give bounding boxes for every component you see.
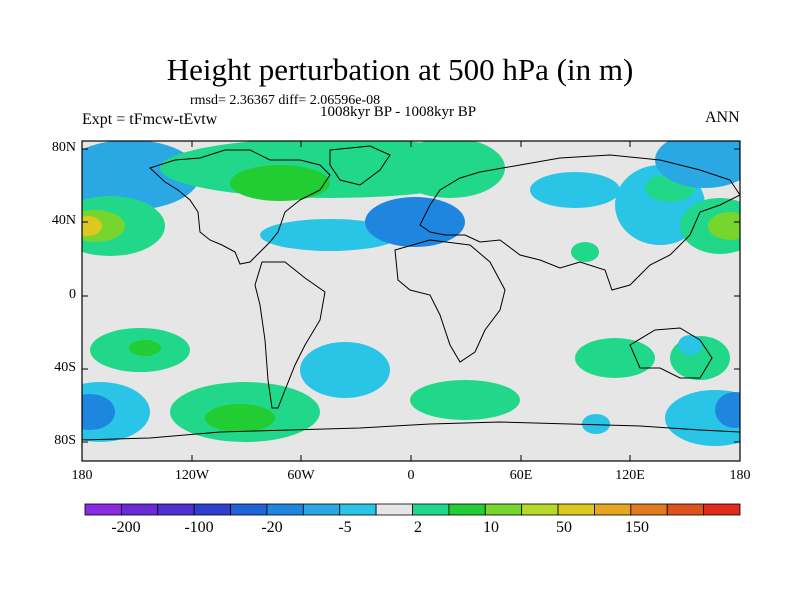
stats-line: rmsd= 2.36367 diff= 2.06596e-08 xyxy=(190,93,381,108)
lat-label-0: 0 xyxy=(69,287,76,302)
lat-label-40n: 40N xyxy=(51,213,76,228)
colorbar-label: 10 xyxy=(483,519,499,536)
colorbar-label: -20 xyxy=(261,519,283,536)
colorbar-swatch xyxy=(339,503,377,516)
colorbar-swatch xyxy=(230,503,268,516)
colorbar-swatch xyxy=(448,503,486,516)
colorbar-swatch xyxy=(302,503,341,516)
colorbar-swatch xyxy=(193,503,231,516)
colorbar-label: -100 xyxy=(184,519,214,536)
colorbar-swatch xyxy=(120,503,159,516)
blue-region xyxy=(82,394,115,430)
colorbar-label: -200 xyxy=(111,519,141,536)
lon-ticks xyxy=(191,141,631,461)
colorbar-label: 2 xyxy=(414,519,422,536)
colorbar-swatch xyxy=(484,503,523,516)
colorbar-swatch xyxy=(666,503,705,516)
lat-label-80n: 80N xyxy=(51,140,76,155)
colorbar-label: 50 xyxy=(556,519,572,536)
green-region xyxy=(205,404,275,432)
lon-label-120w: 120W xyxy=(174,468,210,483)
cyan-region xyxy=(582,414,610,434)
colorbar xyxy=(84,503,741,516)
lat-ticks xyxy=(82,148,740,443)
colorbar-swatch xyxy=(557,503,595,516)
lon-label-60w: 60W xyxy=(287,468,315,483)
season-label: ANN xyxy=(705,109,740,126)
lon-label-0: 0 xyxy=(407,468,415,483)
colorbar-label: -5 xyxy=(338,519,352,536)
green-region xyxy=(395,141,505,198)
colorbar-swatch xyxy=(703,503,741,516)
cyan-region xyxy=(300,342,390,398)
lon-label-60e: 60E xyxy=(509,468,533,483)
colorbar-label: 150 xyxy=(625,519,649,536)
yellow-region xyxy=(82,216,102,236)
green-region xyxy=(575,338,655,378)
lat-label-80s: 80S xyxy=(54,433,76,448)
lon-label-180w: 180 xyxy=(71,468,93,483)
colorbar-swatch xyxy=(84,503,122,516)
blue-region xyxy=(715,392,740,428)
green-region xyxy=(129,340,161,356)
lon-label-180e: 180 xyxy=(729,468,751,483)
coastlines xyxy=(82,145,740,441)
lon-label-120e: 120E xyxy=(615,468,645,483)
cyan-region xyxy=(678,335,702,355)
cyan-region xyxy=(665,390,740,446)
lat-label-40s: 40S xyxy=(54,360,76,375)
colorbar-swatch xyxy=(375,503,413,516)
green-region xyxy=(571,242,599,262)
cyan-region xyxy=(260,219,400,251)
cyan-region xyxy=(530,172,620,208)
period-label: 1008kyr BP - 1008kyr BP xyxy=(320,104,477,120)
blue-region xyxy=(365,197,465,247)
colorbar-swatch xyxy=(594,503,632,516)
colorbar-swatch xyxy=(412,503,450,516)
colorbar-swatch xyxy=(157,503,195,516)
map-area xyxy=(82,141,740,461)
colorbar-swatch xyxy=(266,503,304,516)
yellow-green-region xyxy=(708,212,740,240)
chart-title: Height perturbation at 500 hPa (in m) xyxy=(166,52,634,87)
green-region xyxy=(230,165,330,201)
experiment-label: Expt = tFmcw-tEvtw xyxy=(82,111,218,128)
green-region xyxy=(410,380,520,420)
colorbar-swatch xyxy=(630,503,668,516)
colorbar-swatch xyxy=(521,503,559,516)
